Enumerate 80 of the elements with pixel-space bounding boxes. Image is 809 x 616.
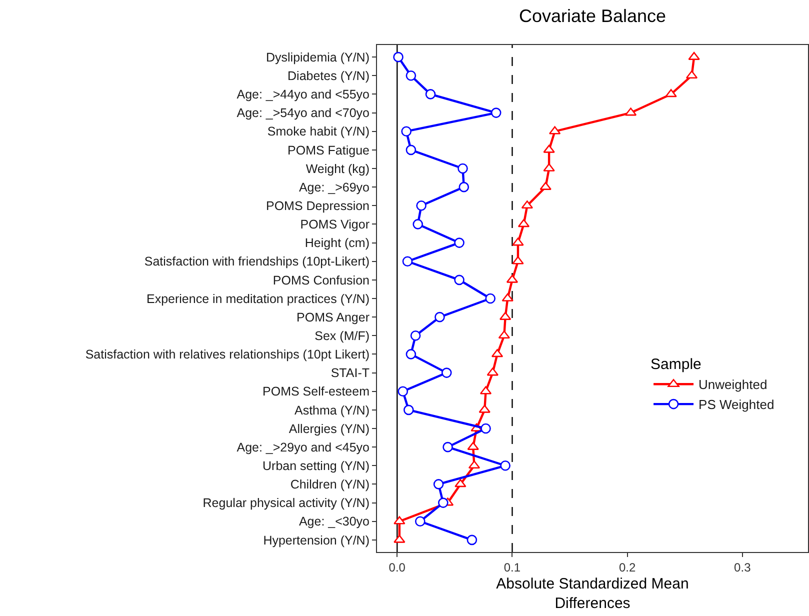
point (500, 460, 510, 471)
x-tick-label: 0.1 (504, 560, 521, 574)
point (404, 404, 414, 416)
y-tick-label: Asthma (Y/N) (294, 403, 370, 418)
point (438, 498, 448, 508)
point (480, 423, 491, 434)
point (467, 442, 479, 450)
point (406, 144, 416, 156)
y-tick-label: Age: _>44yo and <55yo (236, 88, 370, 102)
y-tick-label: POMS Vigor (300, 218, 370, 232)
point (441, 368, 452, 378)
point (406, 70, 416, 81)
point (498, 330, 510, 339)
point (468, 460, 480, 469)
point (393, 52, 404, 62)
legend-title: Sample (650, 356, 702, 374)
point (398, 386, 408, 397)
legend-label: Unweighted (698, 377, 768, 392)
point (458, 163, 468, 174)
chart-title: Covariate Balance (518, 6, 666, 26)
y-tick-label: Urban setting (Y/N) (262, 459, 370, 474)
x-axis-title: Absolute Standardized Mean Differences (496, 575, 689, 612)
point (402, 256, 413, 267)
y-tick-label: Hypertension (Y/N) (263, 533, 370, 548)
y-tick-label: Children (Y/N) (290, 478, 370, 492)
point (512, 238, 524, 246)
y-tick-label: Height (cm) (304, 236, 370, 250)
point (478, 404, 490, 413)
y-tick-label: POMS Depression (266, 199, 370, 214)
point (410, 330, 421, 341)
y-tick-label: Sex (M/F) (314, 329, 370, 344)
point (416, 200, 426, 211)
point (434, 312, 445, 322)
point (512, 256, 524, 264)
point (412, 219, 424, 230)
x-tick-label: 0.0 (388, 560, 406, 574)
y-tick-label: Allergies (Y/N) (288, 422, 370, 436)
y-tick-label: Regular physical activity (Y/N) (202, 496, 370, 510)
point (458, 182, 470, 192)
point (688, 52, 700, 60)
point (540, 182, 552, 190)
y-tick-label: Weight (kg) (306, 162, 370, 176)
point (425, 89, 436, 100)
y-tick-label: Age: _>69yo (298, 180, 370, 194)
point (442, 442, 453, 452)
y-tick-label: POMS Confusion (272, 273, 370, 288)
point (665, 89, 677, 98)
y-tick-label: Diabetes (Y/N) (288, 69, 370, 84)
point (466, 534, 478, 546)
point (394, 516, 406, 524)
y-tick-label: Dyslipidemia (Y/N) (266, 50, 370, 64)
point (686, 70, 698, 79)
point (454, 238, 464, 248)
point (502, 293, 514, 302)
y-tick-label: POMS Anger (296, 310, 370, 324)
y-tick-label: Experience in meditation practices (Y/N) (146, 292, 370, 306)
point (433, 479, 444, 490)
point (454, 274, 464, 286)
point (401, 126, 412, 137)
y-tick-label: Satisfaction with relatives relationships (10pt Likert) (85, 348, 370, 362)
point (485, 293, 496, 304)
legend-label: PS Weighted (698, 397, 774, 412)
x-tick-label: 0.2 (618, 560, 636, 574)
y-tick-label: POMS Self-esteem (262, 384, 370, 399)
point (521, 200, 534, 209)
point (454, 479, 466, 488)
point (543, 163, 555, 172)
y-tick-label: Age: _<30yo (298, 514, 370, 529)
y-tick-label: Smoke habit (Y/N) (267, 124, 370, 139)
y-tick-label: STAI-T (330, 366, 370, 380)
y-tick-label: POMS Fatigue (288, 143, 370, 158)
point (543, 144, 555, 153)
y-tick-label: Satisfaction with friendships (10pt-Likert) (144, 254, 370, 269)
point (394, 534, 406, 543)
y-tick-label: Age: _>54yo and <70yo (236, 106, 370, 120)
point (406, 349, 416, 360)
x-tick-label: 0.3 (734, 560, 752, 574)
point (490, 108, 502, 118)
point (415, 516, 426, 527)
y-tick-label: Age: _>29yo and <45yo (236, 440, 370, 454)
